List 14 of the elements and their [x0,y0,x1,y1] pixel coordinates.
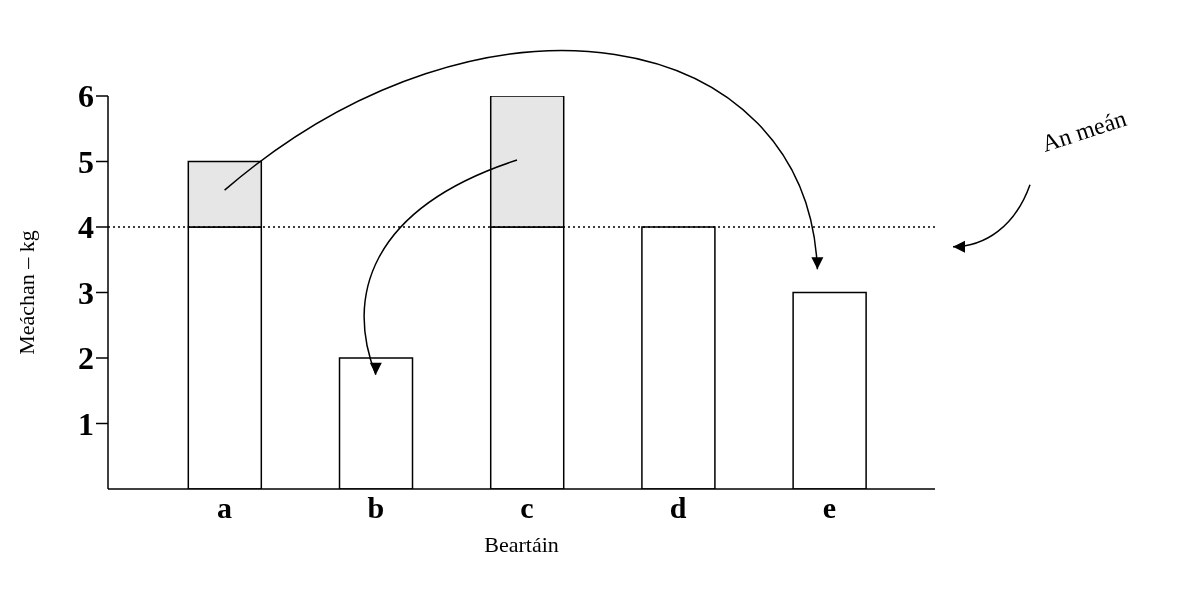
x-tick-label: b [367,491,385,525]
y-tick-label: 2 [78,340,94,377]
y-tick-label: 1 [78,405,94,442]
y-tick-label: 4 [78,209,94,246]
x-tick-label: d [669,491,687,525]
y-axis-title: Meáchan – kg [13,230,39,355]
x-axis-title: Beartáin [484,532,559,557]
y-tick-label: 5 [78,143,94,180]
ref-line-label: An meán [1038,105,1130,157]
y-tick-label: 3 [78,274,94,311]
x-tick-label: a [217,491,233,525]
x-tick-label: c [520,491,534,525]
x-tick-label: e [822,491,837,525]
y-tick-label: 6 [78,78,94,115]
